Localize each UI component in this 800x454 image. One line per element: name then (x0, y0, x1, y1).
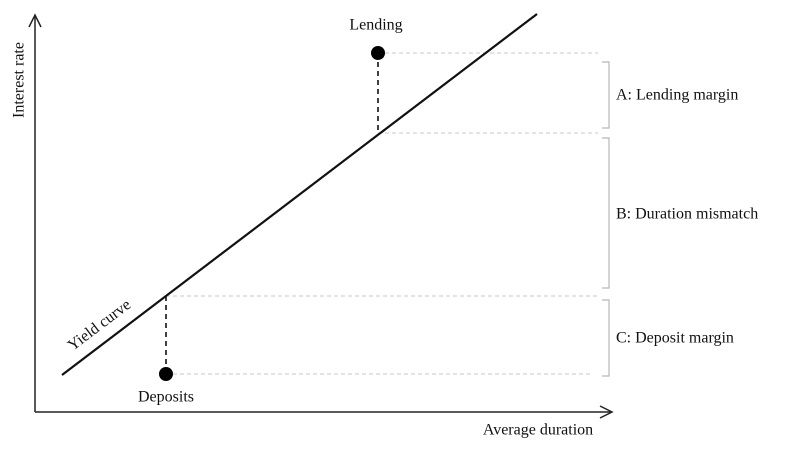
deposits-point (159, 367, 173, 381)
bracket-label: C: Deposit margin (616, 330, 734, 347)
point-label: Deposits (138, 389, 194, 406)
bracket-label: A: Lending margin (616, 87, 738, 104)
x-axis-label: Average duration (483, 422, 593, 439)
lending-point (371, 46, 385, 60)
bracket (602, 137, 610, 289)
bracket (602, 61, 610, 129)
bracket (602, 299, 610, 377)
yield-curve (61, 13, 538, 376)
y-axis-label: Interest rate (11, 42, 28, 118)
x-arrow (599, 405, 614, 419)
axes (28, 13, 614, 419)
bracket-label: B: Duration mismatch (616, 206, 758, 223)
y-arrow (28, 13, 42, 28)
point-label: Lending (349, 17, 402, 34)
